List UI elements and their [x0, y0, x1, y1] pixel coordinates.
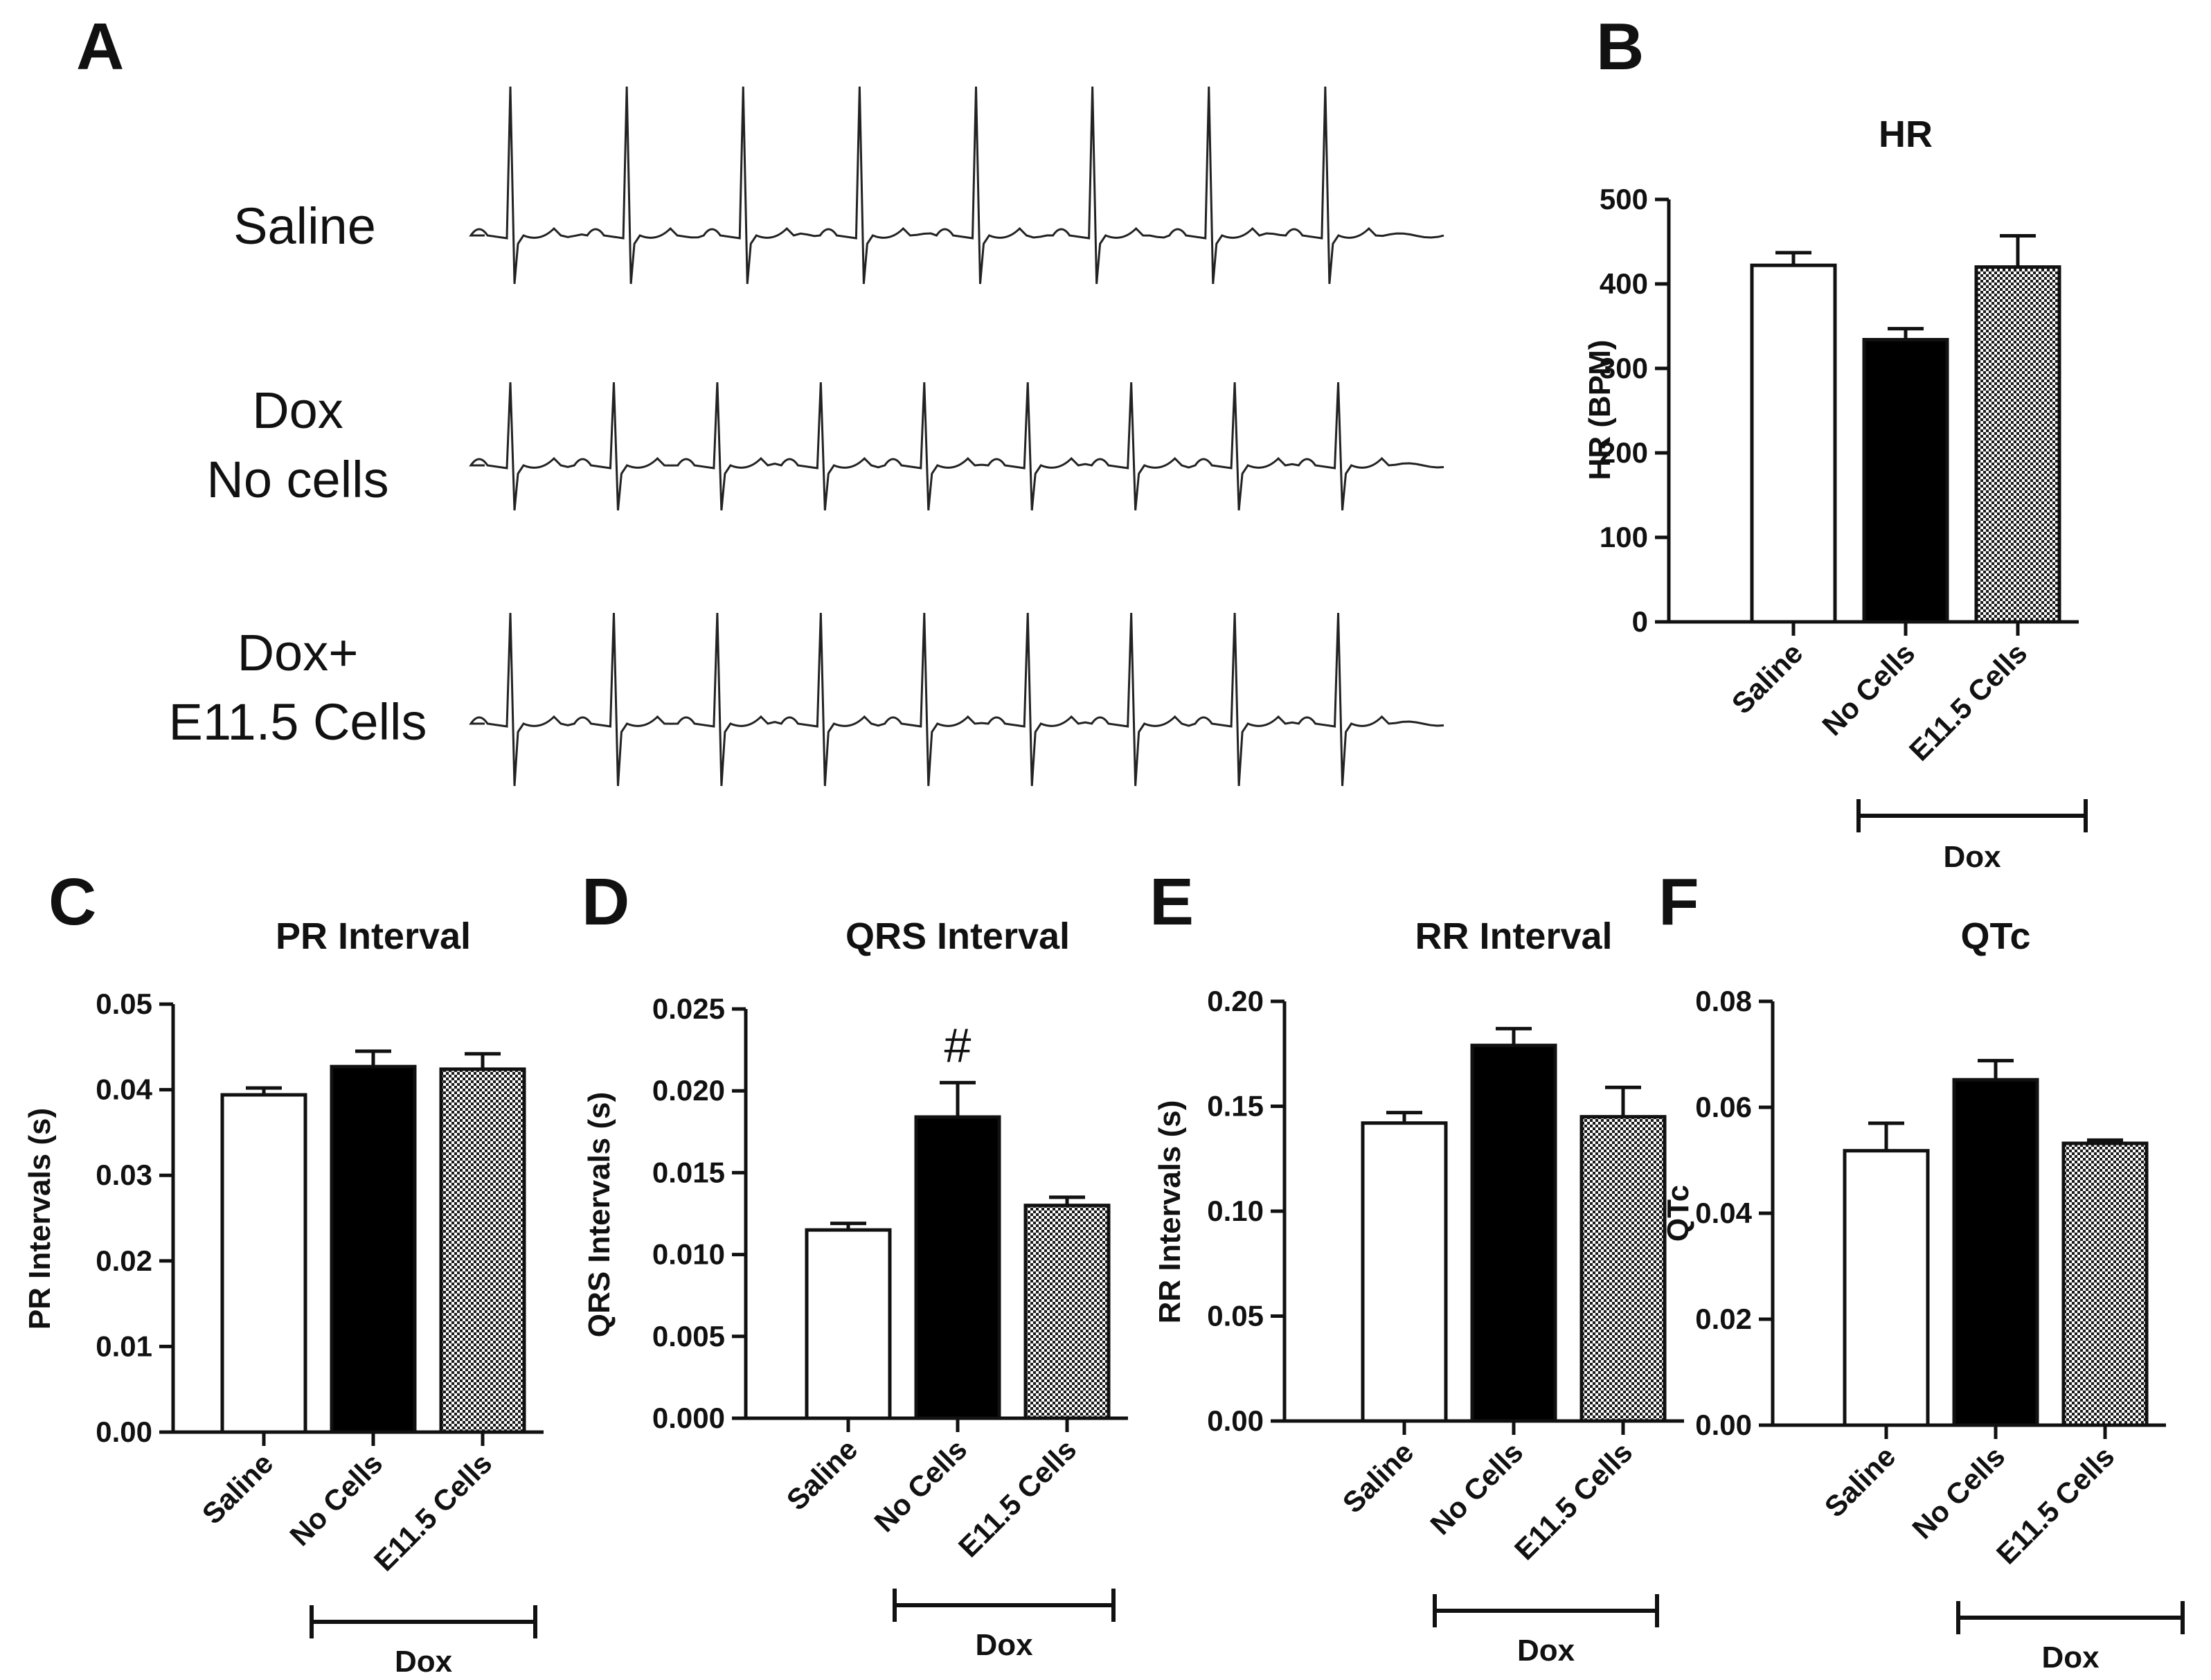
y-tick-label: 100 — [1600, 521, 1648, 553]
chart-qrs-interval: QRS Interval QRS Intervals (s) 0.000 0.005 0… — [582, 915, 1128, 1662]
y-tick-label: 0.00 — [1207, 1404, 1264, 1437]
dox-group-label: Dox — [2041, 1641, 2100, 1674]
ecg-label-doxe-2: E11.5 Cells — [169, 693, 427, 751]
y-tick-label: 0.015 — [652, 1156, 725, 1188]
y-tick-label: 300 — [1600, 352, 1648, 384]
bar — [1470, 1044, 1557, 1423]
y-tick-label: 0.05 — [96, 988, 152, 1020]
y-tick-label: 0.020 — [652, 1074, 725, 1107]
x-tick-label: No Cells — [1816, 636, 1921, 742]
y-tick-label: 0.000 — [652, 1402, 725, 1434]
y-tick-label: 0.10 — [1207, 1195, 1264, 1227]
ecg-dox-no-cells: Dox No cells — [206, 382, 1444, 511]
x-tick-label: Saline — [196, 1447, 280, 1530]
y-tick-label: 0.02 — [96, 1244, 152, 1277]
ecg-trace-saline — [469, 86, 1444, 285]
y-tick-label: 0.010 — [652, 1238, 725, 1271]
y-tick-label: 0.04 — [1695, 1197, 1752, 1229]
x-tick-label: Saline — [780, 1433, 864, 1517]
bar — [1750, 263, 1837, 624]
bar — [1361, 1121, 1448, 1423]
ecg-dox-e115: Dox+ E11.5 Cells — [169, 612, 1444, 787]
y-tick-label: 0.02 — [1695, 1303, 1752, 1335]
dox-group-label: Dox — [395, 1645, 453, 1679]
bar — [1843, 1149, 1930, 1427]
ecg-label-dox-1: Dox — [252, 382, 343, 439]
bar — [805, 1228, 892, 1420]
panel-label-f: F — [1658, 865, 1699, 939]
bar — [1952, 1078, 2039, 1427]
chart-rr-interval: RR Interval RR Intervals (s) 0.00 0.05 0.10 0… — [1153, 915, 1684, 1668]
x-tick-label: Saline — [1726, 636, 1809, 720]
x-tick-label: No Cells — [1424, 1436, 1529, 1541]
y-tick-label: 0 — [1632, 605, 1648, 638]
y-tick-label: 0.005 — [652, 1320, 725, 1352]
bar — [2061, 1141, 2149, 1427]
y-tick-label: 0.05 — [1207, 1300, 1264, 1332]
y-tick-label: 0.01 — [96, 1330, 152, 1362]
dox-group-label: Dox — [1943, 840, 2001, 874]
y-tick-label: 0.08 — [1695, 985, 1752, 1017]
bar — [1579, 1115, 1667, 1423]
ecg-trace-dox-no-cells — [469, 382, 1444, 511]
chart-title: RR Interval — [1415, 915, 1612, 957]
panel-label-d: D — [582, 865, 629, 939]
chart-qtc: QTc QTc 0.00 0.02 0.04 0.06 0.08 Saline No Cells… — [1661, 915, 2185, 1674]
y-axis-label: PR Intervals (s) — [23, 1108, 57, 1330]
x-tick-label: E11.5 Cells — [1508, 1436, 1638, 1566]
y-axis-label: QRS Intervals (s) — [582, 1092, 616, 1338]
panel-label-b: B — [1596, 10, 1644, 84]
chart-pr-interval: PR Interval PR Intervals (s) 0.00 0.01 0.02 0… — [23, 915, 544, 1679]
x-tick-label: Saline — [1818, 1440, 1902, 1523]
x-tick-label: No Cells — [1906, 1440, 2011, 1545]
chart-title: QRS Interval — [845, 915, 1070, 957]
chart-title: PR Interval — [276, 915, 471, 957]
y-tick-label: 0.06 — [1695, 1091, 1752, 1123]
y-tick-label: 400 — [1600, 267, 1648, 300]
panel-label-c: C — [48, 865, 96, 939]
x-tick-label: E11.5 Cells — [1990, 1440, 2120, 1570]
bar — [1974, 265, 2061, 624]
ecg-label-dox-2: No cells — [206, 451, 388, 508]
chart-hr: HR HR (BPM) 0 100 200 300 400 500 Saline No Cells… — [1583, 114, 2088, 874]
bar — [914, 1115, 1001, 1420]
y-tick-label: 200 — [1600, 436, 1648, 469]
chart-title: QTc — [1960, 915, 2030, 957]
bar — [1023, 1204, 1111, 1420]
ecg-saline: Saline — [233, 86, 1444, 285]
x-tick-label: E11.5 Cells — [952, 1433, 1082, 1563]
y-axis-label: HR (BPM) — [1583, 340, 1617, 481]
x-tick-label: No Cells — [868, 1433, 973, 1538]
bar — [439, 1067, 526, 1434]
y-tick-label: 0.03 — [96, 1159, 152, 1191]
x-tick-label: E11.5 Cells — [368, 1447, 498, 1577]
bar — [220, 1093, 307, 1434]
y-tick-label: 0.00 — [1695, 1409, 1752, 1441]
ecg-label-doxe-1: Dox+ — [238, 624, 359, 681]
significance-marker: # — [945, 1018, 972, 1072]
panel-label-a: A — [76, 10, 124, 84]
y-tick-label: 0.00 — [96, 1415, 152, 1448]
x-tick-label: No Cells — [283, 1447, 388, 1552]
dox-group-label: Dox — [1517, 1634, 1575, 1668]
panel-label-e: E — [1149, 865, 1194, 939]
y-axis-label: RR Intervals (s) — [1153, 1100, 1187, 1324]
y-axis-label: QTc — [1661, 1185, 1695, 1242]
ecg-trace-dox-e115 — [469, 612, 1444, 787]
bar — [1862, 338, 1949, 624]
y-tick-label: 0.20 — [1207, 985, 1264, 1017]
y-tick-label: 0.15 — [1207, 1090, 1264, 1123]
x-tick-label: E11.5 Cells — [1903, 636, 2033, 767]
dox-group-label: Dox — [975, 1628, 1033, 1662]
y-tick-label: 0.025 — [652, 992, 725, 1025]
ecg-label-saline-1: Saline — [233, 197, 376, 255]
chart-title: HR — [1879, 114, 1933, 155]
x-tick-label: Saline — [1336, 1436, 1420, 1519]
y-tick-label: 500 — [1600, 183, 1648, 215]
bar — [330, 1064, 417, 1434]
y-tick-label: 0.04 — [96, 1073, 152, 1106]
